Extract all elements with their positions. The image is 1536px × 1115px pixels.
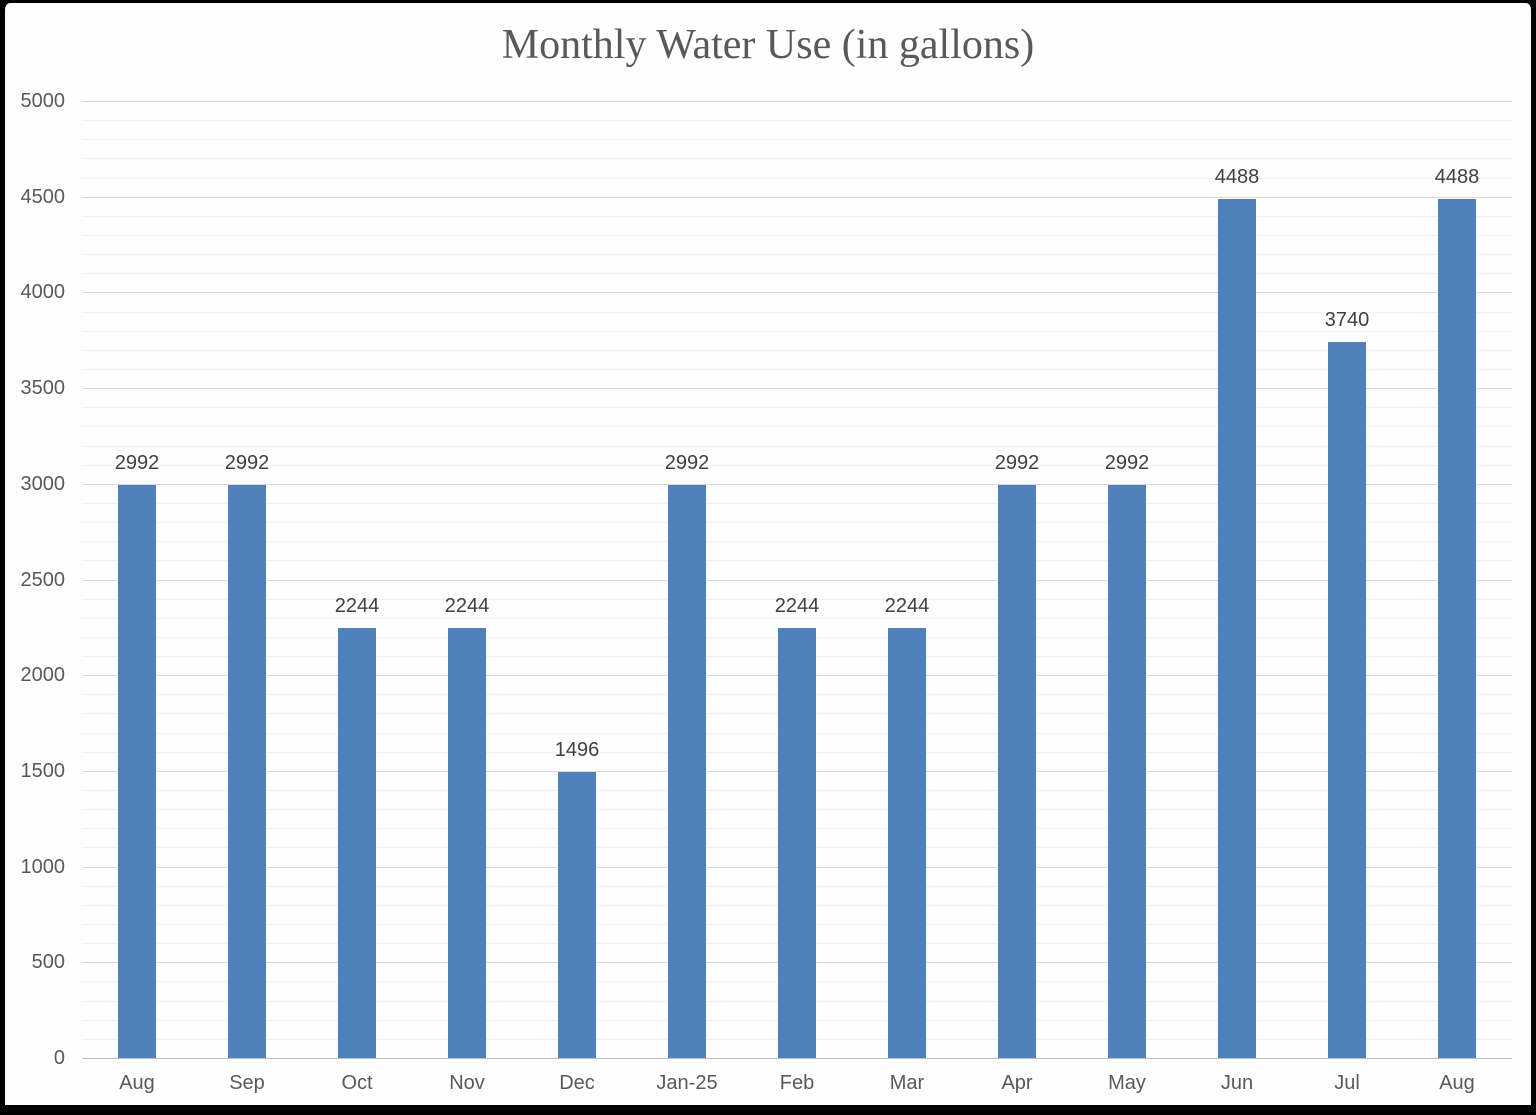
minor-gridline	[82, 177, 1512, 179]
x-axis-tick-label: Jan-25	[656, 1072, 718, 1094]
y-axis-tick-label: 4000	[20, 281, 66, 304]
minor-gridline	[82, 464, 1512, 466]
chart-title: Monthly Water Use (in gallons)	[501, 22, 1035, 68]
x-axis-tick-label: Jul	[1334, 1072, 1360, 1094]
major-gridline	[82, 388, 1512, 390]
minor-gridline	[82, 311, 1512, 313]
minor-gridline	[82, 617, 1512, 619]
x-axis-tick-label: Apr	[1001, 1072, 1033, 1094]
y-axis-tick-label: 3000	[20, 472, 66, 495]
bar-value-label: 4488	[1214, 165, 1260, 188]
y-axis-tick-label: 1500	[20, 759, 66, 782]
bar-aug	[1438, 198, 1476, 1058]
y-axis-tick-label: 2000	[20, 664, 66, 687]
bar-value-label: 2244	[884, 595, 930, 618]
bar-nov	[448, 628, 486, 1058]
x-axis-tick-label: Aug	[119, 1072, 155, 1094]
major-gridline	[82, 196, 1512, 198]
minor-gridline	[82, 234, 1512, 236]
minor-gridline	[82, 120, 1512, 122]
x-axis-tick-label: Nov	[449, 1072, 485, 1094]
bar-value-label: 1496	[554, 738, 600, 761]
major-gridline	[82, 483, 1512, 485]
y-axis-tick-label: 4500	[20, 185, 66, 208]
bar-value-label: 4488	[1434, 165, 1480, 188]
bar-value-label: 3740	[1324, 309, 1370, 332]
bar-aug	[118, 485, 156, 1058]
minor-gridline	[82, 368, 1512, 370]
x-axis: Aug Sep Oct Nov Dec Jan-25 Feb Mar Apr May Jun Jul A…	[82, 1071, 1512, 1101]
bar-apr	[998, 485, 1036, 1058]
minor-gridline	[82, 273, 1512, 275]
y-axis: 0 500 1000 1500 2000 2500 3000 3500 4000 4500 5000	[5, 3, 66, 1105]
major-gridline	[82, 101, 1512, 102]
minor-gridline	[82, 502, 1512, 504]
y-axis-tick-label: 1000	[20, 855, 66, 878]
bar-jun	[1218, 198, 1256, 1058]
minor-gridline	[82, 522, 1512, 524]
minor-gridline	[82, 349, 1512, 351]
bar-value-label: 2244	[774, 595, 820, 618]
minor-gridline	[82, 215, 1512, 217]
x-axis-tick-label: Dec	[559, 1072, 595, 1094]
bar-may	[1108, 485, 1146, 1058]
bar-feb	[778, 628, 816, 1058]
y-axis-tick-label: 2500	[20, 568, 66, 591]
bar-oct	[338, 628, 376, 1058]
bar-jan-25	[668, 485, 706, 1058]
minor-gridline	[82, 139, 1512, 141]
bar-value-label: 2244	[334, 595, 380, 618]
x-axis-tick-label: May	[1108, 1072, 1146, 1094]
bar-mar	[888, 628, 926, 1058]
major-gridline	[82, 292, 1512, 294]
minor-gridline	[82, 330, 1512, 332]
minor-gridline	[82, 445, 1512, 447]
major-gridline	[82, 579, 1512, 581]
minor-gridline	[82, 407, 1512, 409]
x-axis-tick-label: Jun	[1220, 1072, 1254, 1094]
bar-value-label: 2992	[664, 452, 710, 475]
x-axis-tick-label: Mar	[889, 1072, 925, 1094]
minor-gridline	[82, 158, 1512, 160]
y-axis-tick-label: 5000	[20, 90, 66, 112]
minor-gridline	[82, 426, 1512, 428]
x-axis-line	[82, 1058, 1512, 1059]
bar-value-label: 2992	[114, 452, 160, 475]
bar-value-label: 2992	[224, 452, 270, 475]
minor-gridline	[82, 541, 1512, 543]
bar-value-label: 2244	[444, 595, 490, 618]
bar-dec	[558, 771, 596, 1058]
y-axis-tick-label: 3500	[20, 377, 66, 400]
x-axis-tick-label: Aug	[1439, 1072, 1475, 1094]
minor-gridline	[82, 254, 1512, 256]
x-axis-tick-label: Feb	[779, 1072, 815, 1094]
bar-value-label: 2992	[994, 452, 1040, 475]
x-axis-tick-label: Oct	[341, 1072, 373, 1094]
y-axis-tick-label: 0	[53, 1047, 65, 1069]
minor-gridline	[82, 598, 1512, 600]
minor-gridline	[82, 560, 1512, 562]
x-axis-tick-label: Sep	[229, 1072, 265, 1094]
y-axis-tick-label: 500	[31, 951, 65, 974]
plot-area: 2992 2992 2244 2244 1496 2992 2244 2244 2992 2992…	[82, 101, 1512, 1059]
bar-sep	[228, 485, 266, 1058]
bar-jul	[1328, 342, 1366, 1058]
bar-value-label: 2992	[1104, 452, 1150, 475]
